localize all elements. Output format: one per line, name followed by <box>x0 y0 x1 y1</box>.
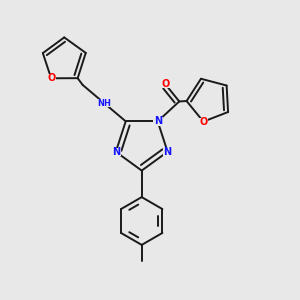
Text: NH: NH <box>97 99 111 108</box>
Text: N: N <box>164 147 172 157</box>
Bar <box>111 148 121 156</box>
Bar <box>46 74 56 82</box>
Text: N: N <box>154 116 162 126</box>
Bar <box>153 117 163 125</box>
Bar <box>161 80 170 88</box>
Bar <box>98 99 110 107</box>
Text: N: N <box>112 147 120 157</box>
Text: O: O <box>199 117 208 127</box>
Text: O: O <box>47 73 55 83</box>
Bar <box>199 118 208 126</box>
Text: O: O <box>161 79 170 89</box>
Bar <box>163 148 172 156</box>
